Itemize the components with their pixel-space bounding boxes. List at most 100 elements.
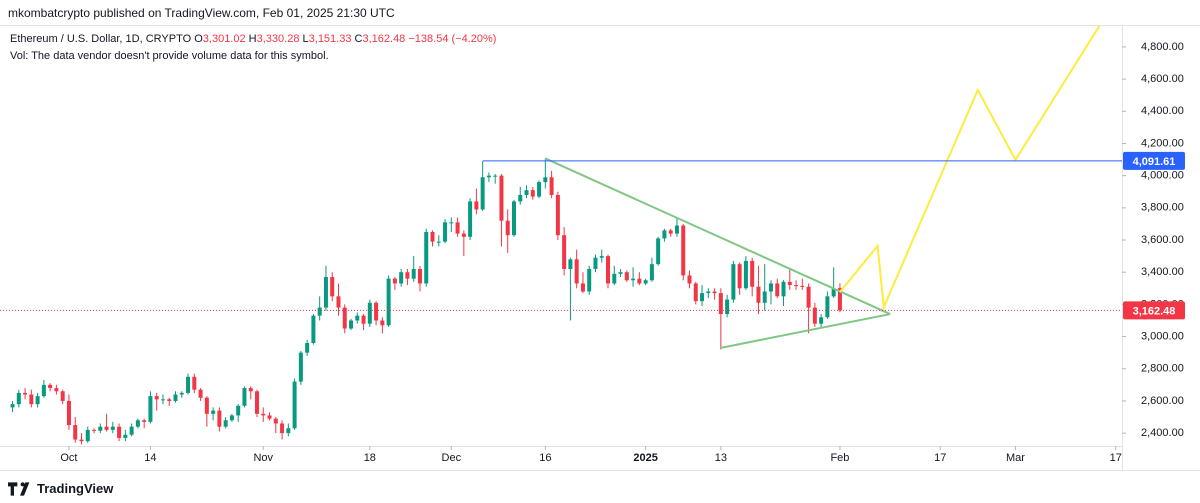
candle-body	[486, 175, 491, 178]
trend-drawing	[720, 313, 891, 349]
candle-body	[737, 264, 742, 289]
candle-body	[123, 434, 128, 438]
ohlc-value: 3,162.48	[362, 33, 406, 45]
candle-body	[643, 280, 648, 284]
candle-body	[355, 315, 360, 321]
candle-body	[762, 291, 767, 303]
candle-body	[819, 317, 824, 324]
price-label: 4,091.61	[1133, 156, 1176, 168]
candle-body	[16, 392, 21, 405]
candle-body	[73, 425, 78, 440]
candle-body	[104, 426, 109, 430]
candle-body	[98, 426, 103, 431]
candle-body	[731, 264, 736, 300]
candle-body	[461, 233, 466, 237]
candle-body	[192, 376, 197, 390]
ohlc-key: H	[248, 33, 257, 45]
candle-body	[211, 410, 216, 414]
candle-body	[85, 429, 90, 442]
candle-body	[273, 418, 278, 424]
x-tick-label: 2025	[633, 452, 657, 464]
candle-body	[10, 404, 15, 408]
candle-body	[537, 182, 542, 197]
candle-body	[424, 231, 429, 284]
x-tick-label: 14	[144, 452, 156, 464]
candle-body	[229, 415, 234, 421]
candle-body	[837, 288, 842, 311]
brand: TradingView	[37, 481, 114, 496]
candle-body	[148, 396, 153, 422]
y-tick-label: 4,200.00	[1141, 137, 1184, 149]
candle-body	[511, 201, 516, 236]
candle-body	[330, 277, 335, 297]
x-tick-label: 18	[364, 452, 376, 464]
candle-body	[436, 241, 441, 243]
candle-body	[743, 260, 748, 289]
candle-body	[649, 264, 654, 281]
candle-body	[242, 388, 247, 406]
candle-body	[254, 391, 259, 414]
footer: TradingView	[8, 481, 113, 496]
price-label-box	[1123, 301, 1185, 320]
y-tick-label: 2,400.00	[1141, 427, 1184, 439]
x-tick-label: Oct	[60, 452, 77, 464]
chart: 2,400.002,600.002,800.003,000.003,200.00…	[0, 25, 1200, 471]
candle-body	[712, 291, 717, 294]
y-tick-label: 3,000.00	[1141, 330, 1184, 342]
candle-body	[135, 420, 140, 427]
candle-body	[800, 285, 805, 287]
publish-info: mkombatcrypto published on TradingView.c…	[8, 6, 395, 20]
candle-body	[606, 256, 611, 284]
candle-body	[29, 394, 34, 405]
candle-body	[217, 410, 222, 427]
price-label: 3,162.48	[1133, 305, 1176, 317]
candle-body	[92, 429, 97, 431]
candle-body	[693, 283, 698, 302]
candle-body	[599, 256, 604, 258]
candle-body	[349, 320, 354, 329]
ohlc-value: 3,301.02	[202, 33, 246, 45]
y-tick-label: 3,400.00	[1141, 266, 1184, 278]
y-tick-label: 2,600.00	[1141, 395, 1184, 407]
price-label-box	[1123, 151, 1185, 170]
candle-body	[223, 420, 228, 427]
candle-body	[311, 315, 316, 344]
candle-body	[725, 299, 730, 315]
candle-body	[386, 278, 391, 326]
x-tick-label: Nov	[253, 452, 273, 464]
candle-body	[480, 177, 485, 210]
candle-body	[768, 283, 773, 292]
candle-body	[449, 222, 454, 224]
ohlc-key: O	[194, 33, 203, 45]
y-tick-label: 2,800.00	[1141, 363, 1184, 375]
candle-body	[367, 302, 372, 324]
y-tick-label: 4,600.00	[1141, 73, 1184, 85]
candle-body	[631, 278, 636, 281]
candle-body	[186, 376, 191, 393]
y-tick-label: 4,000.00	[1141, 170, 1184, 182]
candle-body	[775, 283, 780, 297]
candle-body	[298, 352, 303, 382]
candle-body	[443, 222, 448, 242]
x-tick-label: Feb	[830, 452, 849, 464]
candle-body	[198, 389, 203, 398]
candle-body	[518, 194, 523, 202]
candle-body	[66, 400, 71, 426]
candle-body	[392, 278, 397, 284]
candle-body	[48, 384, 53, 389]
candle-body	[399, 272, 404, 284]
symbol: Ethereum / U.S. Dollar, 1D, CRYPTO	[10, 33, 192, 45]
candle-body	[35, 396, 40, 405]
candle-body	[248, 388, 253, 392]
candle-body	[60, 391, 65, 401]
candle-body	[750, 260, 755, 287]
candle-body	[505, 220, 510, 236]
candle-body	[524, 190, 529, 195]
candle-body	[342, 307, 347, 329]
candle-body	[787, 281, 792, 286]
candle-body	[825, 296, 830, 318]
candle-body	[142, 420, 147, 422]
candle-body	[543, 177, 548, 183]
candle-body	[706, 291, 711, 294]
